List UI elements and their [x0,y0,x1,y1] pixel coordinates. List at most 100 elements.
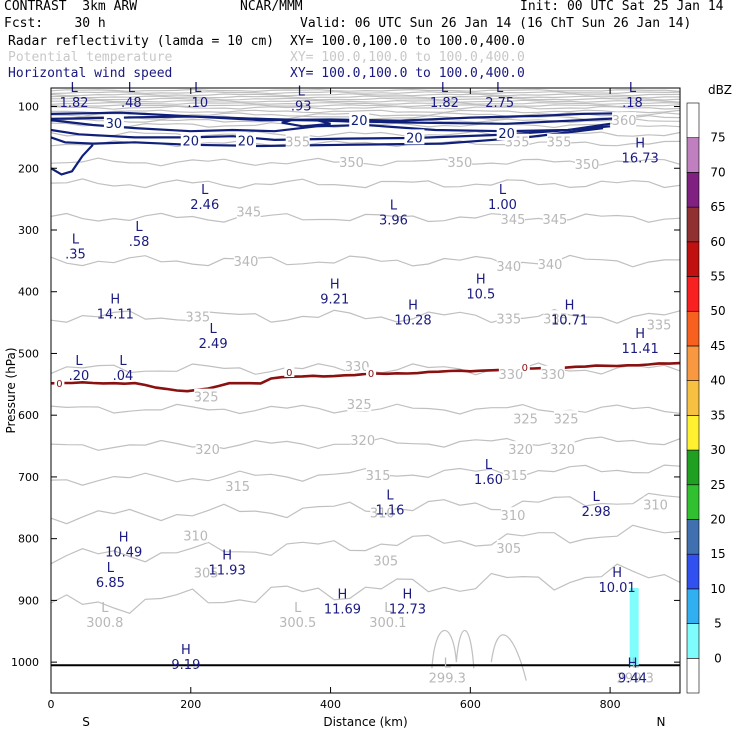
theta-contour-label: 330 [498,368,523,383]
low-marker: L [632,657,640,672]
low-marker: L [119,354,127,369]
extremum-value: .20 [69,369,90,384]
field-theta-name: Potential temperature [8,50,173,65]
low-marker: L [294,601,302,616]
wind-contour-label: 20 [238,134,255,149]
colorbar-swatch [686,345,700,381]
theta-label-bg [513,410,538,426]
extremum-value: 11.93 [209,564,246,579]
theta-contour-label: 320 [508,443,533,458]
x-tick-label: 600 [460,698,481,711]
theta-contour-line [431,629,475,669]
south-label: S [82,715,90,729]
high-marker: H [403,587,413,602]
colorbar-swatch [686,310,700,347]
y-tick-label: 600 [18,409,39,422]
theta-label-bg [554,410,579,426]
colorbar-level-label: 65 [710,200,725,214]
theta-contour-line [50,93,681,97]
colorbar-level-label: 25 [710,478,725,492]
extremum-value: 10.71 [551,313,588,328]
colorbar-level-label: 5 [714,617,722,631]
extremum-value: 2.75 [485,96,514,111]
low-marker: L [298,84,306,99]
theta-contour-label: 330 [540,368,565,383]
theta-contour-label: 355 [285,136,310,151]
extremum-value: .10 [187,96,208,111]
theta-label-bg [550,441,575,457]
extremum-value: 9.19 [171,658,200,673]
field-wind-name: Horizontal wind speed [8,66,173,81]
theta-contour-label: 315 [503,469,528,484]
extremum-value: 1.00 [488,198,517,213]
theta-label-bg [347,396,372,412]
extremum-value: .48 [121,96,142,111]
extremum-value: 11.41 [622,342,659,357]
reflectivity-label-bg [54,377,65,389]
high-marker: H [119,531,129,546]
wind-contour-label: 20 [183,134,200,149]
theta-label-bg [540,365,565,381]
wind-contour-line [50,125,611,142]
theta-contour-label: 335 [543,312,568,327]
reflectivity-contours [50,361,681,667]
high-marker: H [476,273,486,288]
wind-contour-label: 20 [498,127,515,142]
init-time: Init: 00 UTC Sat 25 Jan 14 [520,0,724,14]
field-reflectivity-name: Radar reflectivity (lamda = 10 cm) [8,34,275,49]
field-theta-xy: XY= 100.0,100.0 to 100.0,400.0 [290,50,525,65]
theta-contour-label: 335 [185,310,210,325]
theta-label-bg [285,133,310,149]
theta-label-bg [366,467,391,483]
theta-label-bg [643,496,668,512]
colorbar-swatch [686,553,700,590]
theta-contour-label: 315 [225,480,250,495]
colorbar-swatch [686,449,700,486]
colorbar-level-label: 30 [710,443,725,457]
wind-contour-line [281,119,331,128]
y-tick-label: 500 [18,347,39,360]
y-axis-label: Pressure (hPa) [4,347,18,433]
colorbar-swatch [686,415,700,451]
extremum-value: 1.16 [375,504,404,519]
low-marker: L [496,81,504,96]
wind-label-bg [235,132,256,148]
theta-contour-line [50,254,680,268]
extremum-value: 9.44 [618,672,647,687]
theta-contour-label: 325 [347,398,372,413]
theta-label-bg [503,467,528,483]
theta-label-bg [647,316,672,332]
theta-label-bg [508,441,533,457]
reflectivity-label-bg [366,367,377,379]
theta-contour-label: 340 [234,255,259,270]
theta-contour-line [50,104,681,108]
low-marker: L [444,657,452,672]
low-marker: L [194,81,202,96]
high-marker: H [181,643,191,658]
theta-contour-label: 310 [643,499,668,514]
high-marker: H [110,292,120,307]
valid-time: Valid: 06 UTC Sun 26 Jan 14 (16 ChT Sun … [300,16,692,31]
wind-contour-line [50,144,94,176]
y-tick-label: 700 [18,471,39,484]
x-tick-label: 800 [600,698,621,711]
theta-label-bg [496,539,521,555]
low-marker: L [499,183,507,198]
theta-label-bg [370,504,395,520]
theta-contour-label: 325 [513,412,538,427]
extremum-value: 2.46 [190,198,219,213]
wind-contour-label: 30 [106,117,123,132]
theta-contour-label: 345 [501,213,526,228]
colorbar-swatch [686,623,700,659]
theta-contour-label: 345 [542,213,567,228]
theta-label-bg [498,365,523,381]
x-axis-label: Distance (km) [323,715,407,729]
high-marker: H [330,277,340,292]
theta-contour-line [50,464,681,486]
low-marker: L [72,232,80,247]
extremum-value: .58 [129,235,150,250]
theta-contour-label: 315 [366,469,391,484]
extremum-value: 1.82 [430,96,459,111]
